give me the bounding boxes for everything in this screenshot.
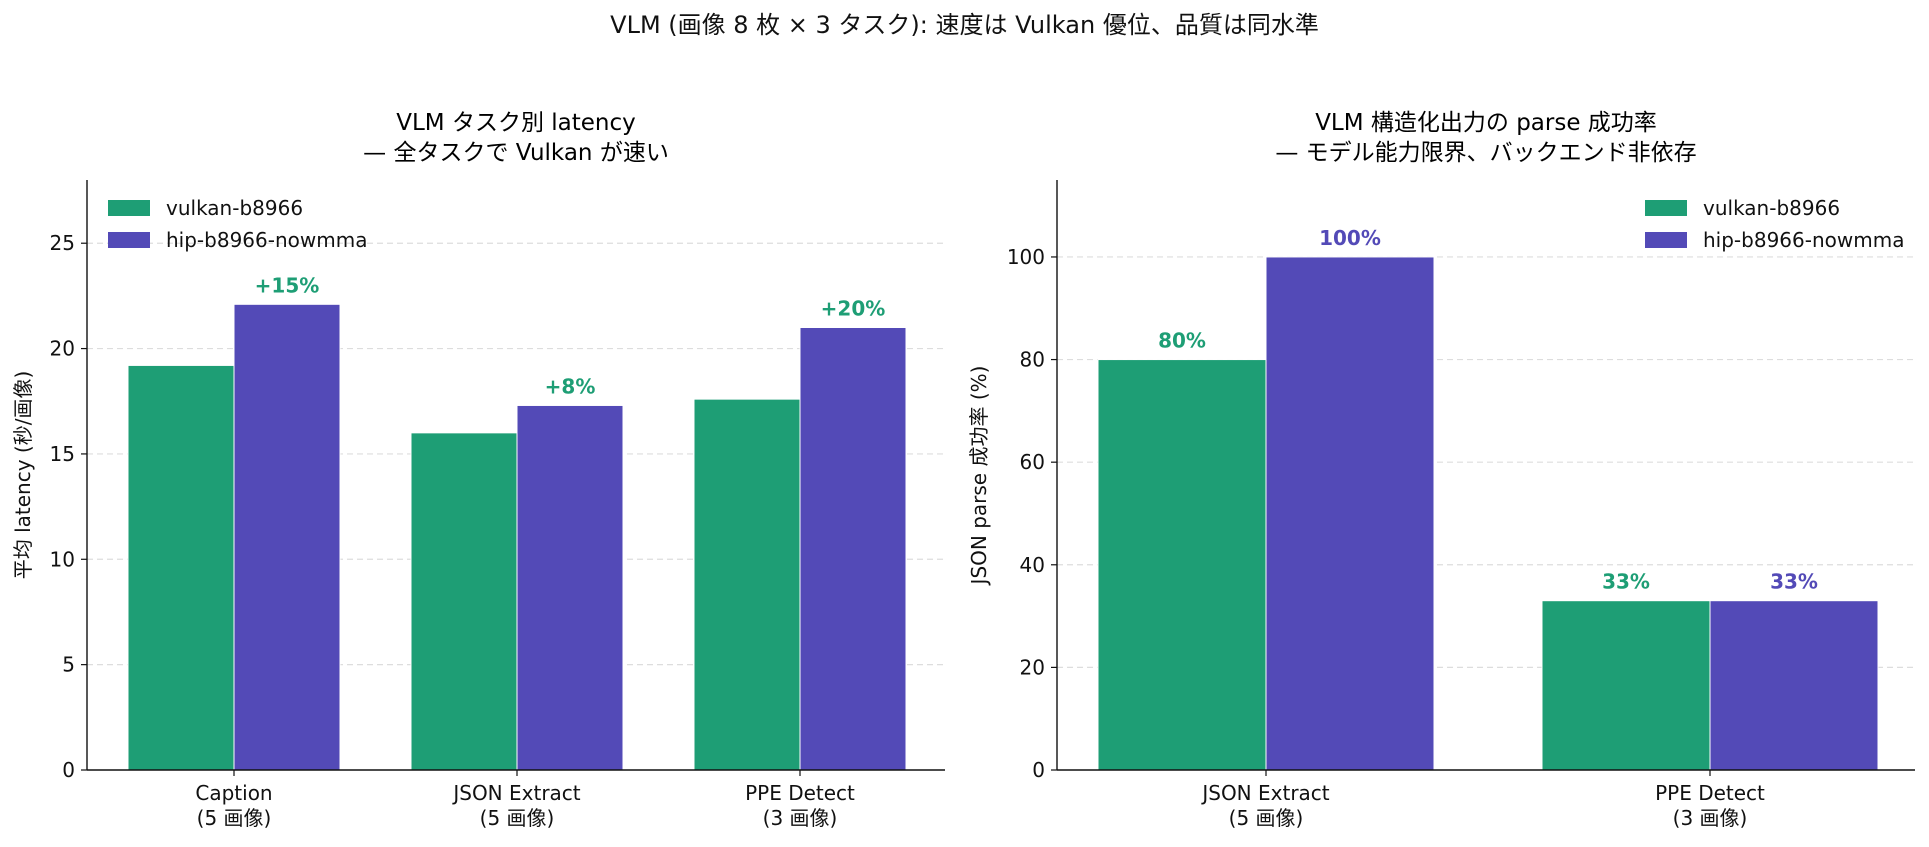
x-tick-label: (5 画像) <box>1229 806 1304 830</box>
legend-swatch <box>108 232 150 248</box>
figure-suptitle: VLM (画像 8 枚 × 3 タスク): 速度は Vulkan 優位、品質は同… <box>610 11 1319 39</box>
legend-swatch <box>1645 232 1687 248</box>
legend-label: vulkan-b8966 <box>166 196 303 220</box>
y-axis-label: 平均 latency (秒/画像) <box>11 371 35 580</box>
legend-label: hip-b8966-nowmma <box>166 228 367 252</box>
y-tick-label: 0 <box>1032 758 1045 782</box>
chart-title: — 全タスクで Vulkan が速い <box>363 140 669 166</box>
bar-hip-b8966-nowmma-1 <box>516 404 624 771</box>
bar-vulkan-b8966-1 <box>1541 600 1711 771</box>
y-tick-label: 100 <box>1007 245 1045 269</box>
y-tick-label: 20 <box>50 337 75 361</box>
chart-title: — モデル能力限界、バックエンド非依存 <box>1275 140 1696 166</box>
bar-hip-b8966-nowmma-2 <box>799 327 907 771</box>
data-label: 33% <box>1770 570 1818 594</box>
y-tick-label: 10 <box>50 547 75 571</box>
y-tick-label: 20 <box>1020 655 1045 679</box>
y-axis-label: JSON parse 成功率 (%) <box>967 366 991 587</box>
bar-vulkan-b8966-0 <box>1097 359 1267 771</box>
x-tick-label: (5 画像) <box>480 806 555 830</box>
bar-vulkan-b8966-0 <box>127 364 235 771</box>
x-tick-label: Caption <box>195 781 272 805</box>
data-label: +20% <box>821 297 886 321</box>
legend-swatch <box>108 200 150 216</box>
bar-hip-b8966-nowmma-0 <box>1265 256 1435 771</box>
y-tick-label: 5 <box>62 653 75 677</box>
y-tick-label: 80 <box>1020 348 1045 372</box>
bar-vulkan-b8966-1 <box>410 432 518 771</box>
x-tick-label: (3 画像) <box>1673 806 1748 830</box>
y-tick-label: 60 <box>1020 450 1045 474</box>
y-tick-label: 25 <box>50 231 75 255</box>
x-tick-label: PPE Detect <box>745 781 855 805</box>
x-tick-label: (5 画像) <box>197 806 272 830</box>
x-tick-label: PPE Detect <box>1655 781 1765 805</box>
y-tick-label: 40 <box>1020 553 1045 577</box>
x-tick-label: JSON Extract <box>1200 781 1329 805</box>
legend-label: vulkan-b8966 <box>1703 196 1840 220</box>
data-label: 100% <box>1319 226 1381 250</box>
bar-vulkan-b8966-2 <box>693 398 801 771</box>
data-label: +15% <box>255 273 320 297</box>
legend-swatch <box>1645 200 1687 216</box>
y-tick-label: 15 <box>50 442 75 466</box>
parse-success-chart: 0 20 40 60 80 100 JSON Extract(5 画像) PPE Detect… <box>967 110 1915 830</box>
bar-hip-b8966-nowmma-0 <box>233 303 341 771</box>
bar-hip-b8966-nowmma-1 <box>1709 600 1879 771</box>
chart-title: VLM タスク別 latency <box>396 110 636 136</box>
data-label: 33% <box>1602 570 1650 594</box>
y-tick-label: 0 <box>62 758 75 782</box>
chart-title: VLM 構造化出力の parse 成功率 <box>1315 110 1657 136</box>
data-label: 80% <box>1158 329 1206 353</box>
legend-label: hip-b8966-nowmma <box>1703 228 1904 252</box>
x-tick-label: JSON Extract <box>451 781 580 805</box>
data-label: +8% <box>545 374 596 398</box>
x-tick-label: (3 画像) <box>763 806 838 830</box>
